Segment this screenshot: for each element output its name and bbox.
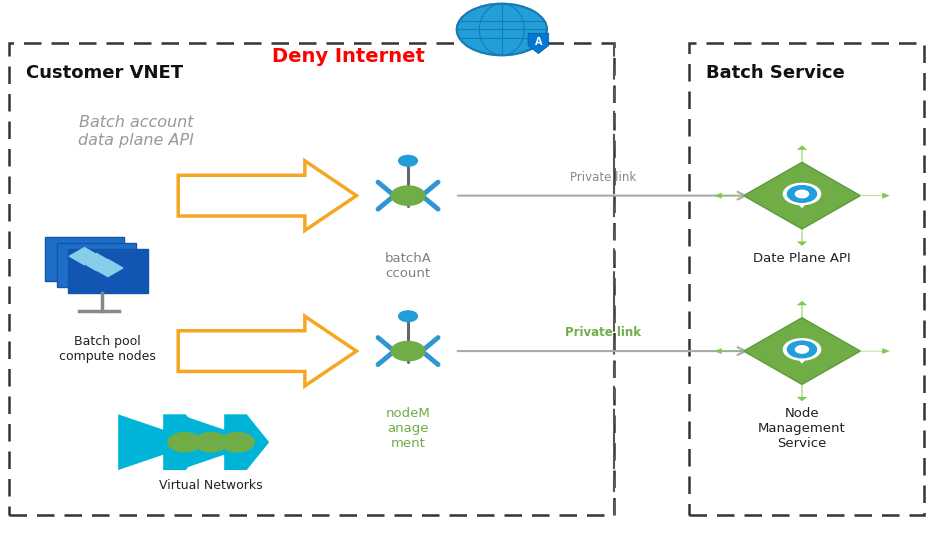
FancyBboxPatch shape <box>68 249 148 293</box>
Text: Node
Management
Service: Node Management Service <box>758 407 846 450</box>
FancyArrow shape <box>796 301 808 318</box>
Polygon shape <box>795 200 809 209</box>
Text: batchA
ccount: batchA ccount <box>385 252 431 280</box>
Polygon shape <box>178 161 356 230</box>
Polygon shape <box>795 356 809 364</box>
Text: Customer VNET: Customer VNET <box>26 64 184 83</box>
Text: nodeM
anage
ment: nodeM anage ment <box>386 407 431 450</box>
Circle shape <box>787 341 816 358</box>
FancyArrow shape <box>796 229 808 246</box>
Polygon shape <box>93 259 123 277</box>
Circle shape <box>457 4 547 55</box>
FancyBboxPatch shape <box>45 237 124 281</box>
FancyArrow shape <box>796 384 808 401</box>
Circle shape <box>783 183 821 205</box>
Polygon shape <box>118 414 208 470</box>
Polygon shape <box>69 248 99 265</box>
Text: Private link: Private link <box>569 171 636 184</box>
Circle shape <box>391 186 425 205</box>
Text: Deny Internet: Deny Internet <box>272 47 425 66</box>
Polygon shape <box>744 318 860 384</box>
Circle shape <box>194 433 228 452</box>
Text: Date Plane API: Date Plane API <box>753 252 851 265</box>
Circle shape <box>399 311 417 322</box>
FancyArrow shape <box>860 348 890 354</box>
Polygon shape <box>179 414 269 470</box>
Circle shape <box>220 433 254 452</box>
Circle shape <box>168 433 202 452</box>
Text: A: A <box>535 37 542 47</box>
FancyArrow shape <box>714 348 744 354</box>
Text: Virtual Networks: Virtual Networks <box>159 479 263 492</box>
Polygon shape <box>528 33 549 54</box>
Text: Private link: Private link <box>565 326 641 339</box>
Polygon shape <box>82 254 112 271</box>
Text: Batch Service: Batch Service <box>706 64 845 83</box>
Circle shape <box>391 341 425 361</box>
Circle shape <box>783 339 821 360</box>
Circle shape <box>787 185 816 202</box>
FancyBboxPatch shape <box>57 243 137 287</box>
Circle shape <box>795 190 809 198</box>
FancyArrow shape <box>860 192 890 199</box>
Circle shape <box>795 346 809 353</box>
FancyArrow shape <box>714 192 744 199</box>
Text: Batch pool
compute nodes: Batch pool compute nodes <box>59 335 157 363</box>
FancyArrow shape <box>796 145 808 162</box>
Polygon shape <box>178 316 356 386</box>
Text: Batch account
data plane API: Batch account data plane API <box>78 115 194 147</box>
Circle shape <box>399 155 417 166</box>
Polygon shape <box>744 162 860 229</box>
